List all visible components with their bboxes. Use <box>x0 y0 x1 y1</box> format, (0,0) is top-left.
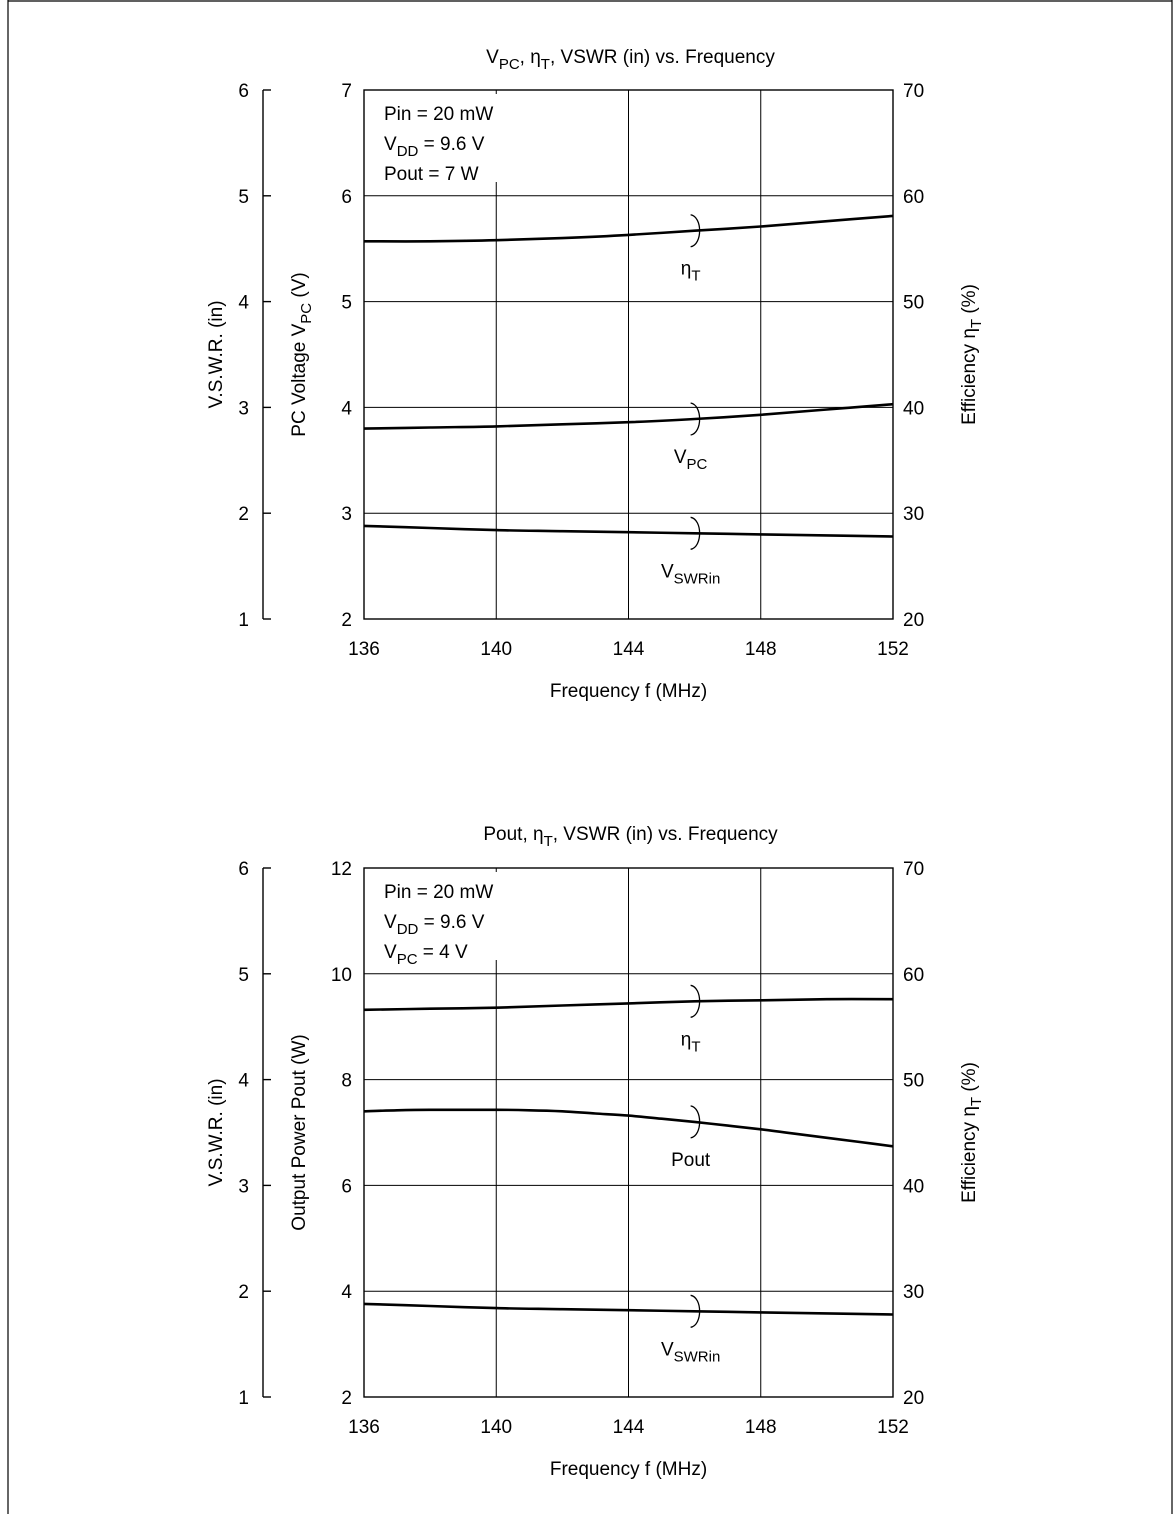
x-tick-label: 140 <box>480 639 512 660</box>
vswr-tick-label: 1 <box>238 610 249 631</box>
series-line <box>363 214 894 243</box>
series-label: Pout <box>671 1150 711 1171</box>
series-label: ηT <box>681 259 701 285</box>
vswr-tick-label: 3 <box>238 398 249 419</box>
right-tick-label: 60 <box>903 965 924 986</box>
vswr-axis-title: V.S.W.R. (in) <box>206 300 227 408</box>
right-tick-label: 30 <box>903 1282 924 1303</box>
chart-pout-efficiency-vswr: Pout, ηT, VSWR (in) vs. Frequency Pin = 2… <box>206 824 985 1480</box>
condition-line: Pout = 7 W <box>384 164 479 185</box>
series-marker-arc <box>690 984 701 1018</box>
right-tick-label: 50 <box>903 1071 924 1092</box>
chart-vpc-efficiency-vswr: VPC, ηT, VSWR (in) vs. Frequency Pin = 20… <box>206 47 985 702</box>
left-axis-title: Output Power Pout (W) <box>289 1034 310 1230</box>
condition-line: VDD = 9.6 V <box>384 134 485 160</box>
x-tick-label: 148 <box>745 1417 777 1438</box>
series-marker-arc <box>690 214 701 248</box>
condition-line: VDD = 9.6 V <box>384 912 485 938</box>
left-tick-label: 4 <box>341 398 352 419</box>
left-tick-label: 6 <box>341 187 352 208</box>
series-line <box>363 997 894 1012</box>
left-tick-label: 6 <box>341 1176 352 1197</box>
left-tick-label: 3 <box>341 504 352 525</box>
series-line <box>363 1108 894 1148</box>
x-tick-label: 136 <box>348 639 380 660</box>
series-label: VSWRin <box>661 561 720 587</box>
vswr-tick-label: 6 <box>238 81 249 102</box>
right-tick-label: 50 <box>903 293 924 314</box>
series-marker-arc <box>690 1294 701 1328</box>
vswr-tick-label: 1 <box>238 1388 249 1409</box>
vswr-tick-label: 5 <box>238 187 249 208</box>
x-axis-title: Frequency f (MHz) <box>550 1459 707 1480</box>
right-tick-label: 60 <box>903 187 924 208</box>
x-tick-label: 152 <box>877 639 909 660</box>
left-tick-label: 5 <box>341 293 352 314</box>
series-label: VPC <box>674 447 708 473</box>
series-marker-arc <box>690 402 701 436</box>
condition-line: VPC = 4 V <box>384 942 468 968</box>
right-tick-label: 20 <box>903 610 924 631</box>
left-tick-label: 8 <box>341 1071 352 1092</box>
right-tick-label: 40 <box>903 1176 924 1197</box>
right-tick-label: 70 <box>903 859 924 880</box>
left-tick-label: 12 <box>331 859 352 880</box>
plot-frame <box>363 867 894 1398</box>
right-tick-label: 70 <box>903 81 924 102</box>
vswr-tick-label: 4 <box>238 293 249 314</box>
chart-title: Pout, ηT, VSWR (in) vs. Frequency <box>483 824 778 850</box>
right-axis-title: Efficiency ηT (%) <box>959 284 985 425</box>
x-tick-label: 144 <box>613 1417 645 1438</box>
x-tick-label: 136 <box>348 1417 380 1438</box>
x-tick-label: 144 <box>613 639 645 660</box>
series-label: ηT <box>681 1029 701 1055</box>
conditions-background <box>370 94 520 182</box>
series-line <box>363 524 894 538</box>
vswr-tick-label: 5 <box>238 965 249 986</box>
x-tick-label: 140 <box>480 1417 512 1438</box>
series-line <box>363 402 894 430</box>
vswr-tick-label: 4 <box>238 1071 249 1092</box>
x-axis-title: Frequency f (MHz) <box>550 681 707 702</box>
plot-frame <box>363 89 894 620</box>
right-tick-label: 30 <box>903 504 924 525</box>
chart-title: VPC, ηT, VSWR (in) vs. Frequency <box>486 47 775 73</box>
right-tick-label: 40 <box>903 398 924 419</box>
series-line <box>363 1302 894 1316</box>
x-tick-label: 152 <box>877 1417 909 1438</box>
right-tick-label: 20 <box>903 1388 924 1409</box>
left-axis-title: PC Voltage VPC (V) <box>289 272 315 436</box>
left-tick-label: 4 <box>341 1282 352 1303</box>
left-tick-label: 10 <box>331 965 352 986</box>
vswr-axis-title: V.S.W.R. (in) <box>206 1078 227 1186</box>
left-tick-label: 2 <box>341 610 352 631</box>
left-tick-label: 2 <box>341 1388 352 1409</box>
vswr-tick-label: 6 <box>238 859 249 880</box>
conditions-background <box>370 872 520 960</box>
vswr-tick-label: 3 <box>238 1176 249 1197</box>
series-label: VSWRin <box>661 1339 720 1365</box>
left-tick-label: 7 <box>341 81 352 102</box>
vswr-tick-label: 2 <box>238 504 249 525</box>
series-marker-arc <box>690 1105 701 1139</box>
condition-line: Pin = 20 mW <box>384 104 493 125</box>
right-axis-title: Efficiency ηT (%) <box>959 1062 985 1203</box>
x-tick-label: 148 <box>745 639 777 660</box>
series-marker-arc <box>690 516 701 550</box>
vswr-tick-label: 2 <box>238 1282 249 1303</box>
condition-line: Pin = 20 mW <box>384 882 493 903</box>
